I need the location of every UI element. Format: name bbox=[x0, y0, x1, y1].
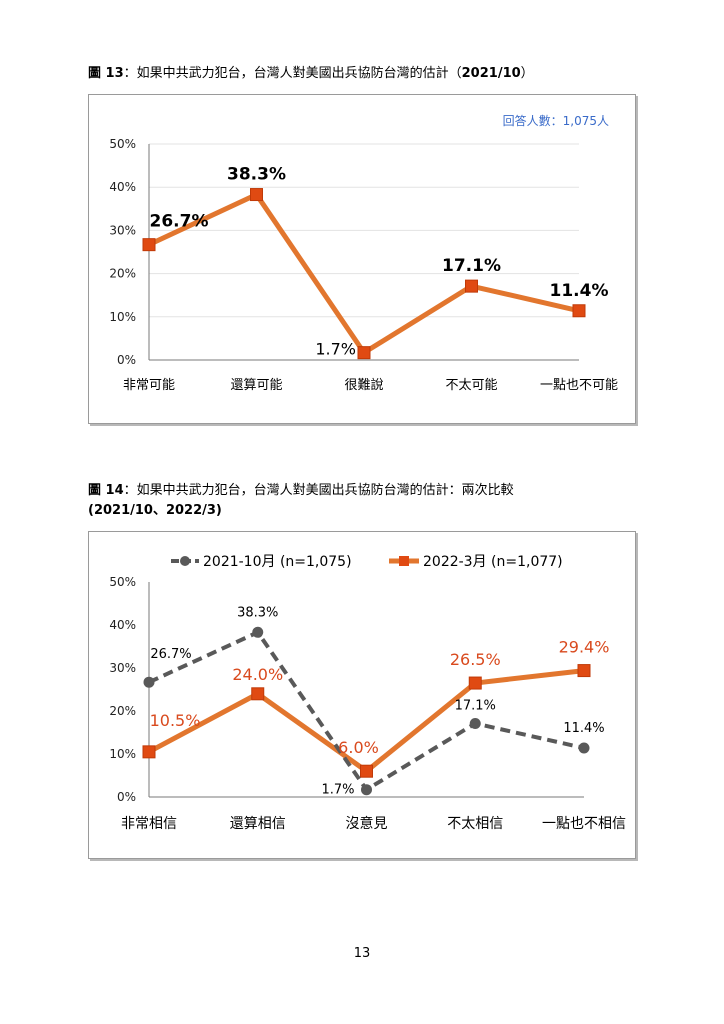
data-point-marker-2022 bbox=[468, 676, 482, 690]
data-label-2022: 24.0% bbox=[232, 665, 283, 684]
data-point-marker bbox=[250, 188, 263, 202]
chart13-svg: 回答人數：1,075人 50% 40% 30% 20% 10% 0% 非常可能 還算可能 很難說 不… bbox=[109, 113, 618, 393]
data-point-marker-2022 bbox=[142, 745, 156, 759]
data-label: 38.3% bbox=[227, 165, 286, 185]
data-label-2021: 17.1% bbox=[455, 698, 496, 713]
x-tick-label: 不太可能 bbox=[445, 378, 497, 393]
x-tick-label: 非常相信 bbox=[121, 816, 177, 832]
y-tick-label: 10% bbox=[109, 747, 136, 761]
y-tick-label: 20% bbox=[109, 267, 136, 281]
chart13-caption-text: ：如果中共武力犯台，台灣人對美國出兵協防台灣的估計（ bbox=[123, 66, 462, 81]
y-tick-label: 30% bbox=[109, 661, 136, 675]
page-number: 13 bbox=[353, 946, 371, 961]
x-tick-label: 一點也不相信 bbox=[542, 816, 626, 832]
legend-marker-2021 bbox=[180, 556, 190, 566]
y-tick-label: 40% bbox=[109, 180, 136, 194]
data-label: 11.4% bbox=[550, 281, 609, 301]
chart13-caption: 圖 13：如果中共武力犯台，台灣人對美國出兵協防台灣的估計（2021/10） bbox=[88, 64, 534, 84]
data-point-marker-2022 bbox=[360, 764, 373, 778]
chart13-caption-number: 圖 13 bbox=[88, 66, 124, 81]
data-label-2021: 1.7% bbox=[321, 783, 354, 798]
x-tick-label: 非常可能 bbox=[123, 378, 175, 393]
data-point-marker bbox=[465, 279, 478, 293]
chart13-frame: 回答人數：1,075人 50% 40% 30% 20% 10% 0% 非常可能 還算可能 很難說 不… bbox=[88, 94, 636, 424]
x-tick-label: 很難說 bbox=[344, 377, 383, 393]
data-label-2022: 29.4% bbox=[559, 638, 610, 657]
data-point-marker-2021 bbox=[143, 676, 155, 688]
data-point-marker bbox=[357, 346, 371, 360]
legend-label-2022: 2022-3月 (n=1,077) bbox=[423, 554, 563, 570]
data-point-marker bbox=[142, 238, 156, 252]
y-tick-label: 50% bbox=[109, 575, 136, 589]
respondent-count-note: 回答人數：1,075人 bbox=[503, 113, 609, 128]
data-label: 17.1% bbox=[442, 256, 501, 276]
data-label-2021: 38.3% bbox=[237, 605, 278, 620]
x-tick-label: 沒意見 bbox=[346, 815, 388, 832]
data-point-marker-2021 bbox=[252, 626, 264, 638]
data-point-marker-2022 bbox=[577, 664, 591, 678]
data-label: 26.7% bbox=[150, 212, 209, 232]
data-point-marker-2021 bbox=[469, 717, 481, 729]
chart14-caption: 圖 14：如果中共武力犯台，台灣人對美國出兵協防台灣的估計：兩次比較 (2021… bbox=[88, 481, 514, 521]
data-label-2021: 11.4% bbox=[563, 721, 604, 736]
chart14-frame: 2021-10月 (n=1,075) 2022-3月 (n=1,077) 50% 40… bbox=[88, 531, 636, 859]
chart13-caption-end: ） bbox=[520, 66, 534, 81]
x-tick-label: 還算相信 bbox=[230, 816, 286, 832]
y-tick-label: 20% bbox=[109, 704, 136, 718]
chart14-caption-line2: (2021/10、2022/3) bbox=[88, 503, 222, 518]
y-tick-label: 40% bbox=[109, 618, 136, 632]
y-tick-label: 30% bbox=[109, 223, 136, 237]
y-tick-label: 50% bbox=[109, 137, 136, 151]
data-point-marker-2021 bbox=[361, 784, 372, 796]
y-tick-label: 0% bbox=[117, 353, 136, 367]
chart14-caption-text: ：如果中共武力犯台，台灣人對美國出兵協防台灣的估計：兩次比較 bbox=[123, 483, 514, 498]
chart13-caption-date: 2021/10 bbox=[461, 66, 521, 81]
data-label-2022: 26.5% bbox=[450, 650, 501, 669]
x-tick-label: 一點也不可能 bbox=[540, 378, 618, 393]
data-point-marker-2021 bbox=[578, 742, 590, 754]
data-label-2022: 10.5% bbox=[150, 711, 201, 730]
legend-label-2021: 2021-10月 (n=1,075) bbox=[203, 554, 352, 570]
x-tick-label: 不太相信 bbox=[447, 816, 503, 832]
chart14-svg: 2021-10月 (n=1,075) 2022-3月 (n=1,077) 50% 40… bbox=[109, 554, 626, 832]
y-tick-label: 10% bbox=[109, 310, 136, 324]
data-label: 1.7% bbox=[315, 340, 356, 359]
y-tick-label: 0% bbox=[117, 790, 136, 804]
data-label-2021: 26.7% bbox=[150, 647, 191, 662]
legend-marker-2022 bbox=[399, 556, 409, 566]
data-point-marker-2022 bbox=[251, 687, 265, 701]
x-tick-label: 還算可能 bbox=[230, 378, 282, 393]
chart14-caption-number: 圖 14 bbox=[88, 483, 124, 498]
data-label-2022: 6.0% bbox=[338, 738, 379, 757]
data-point-marker bbox=[572, 304, 586, 318]
